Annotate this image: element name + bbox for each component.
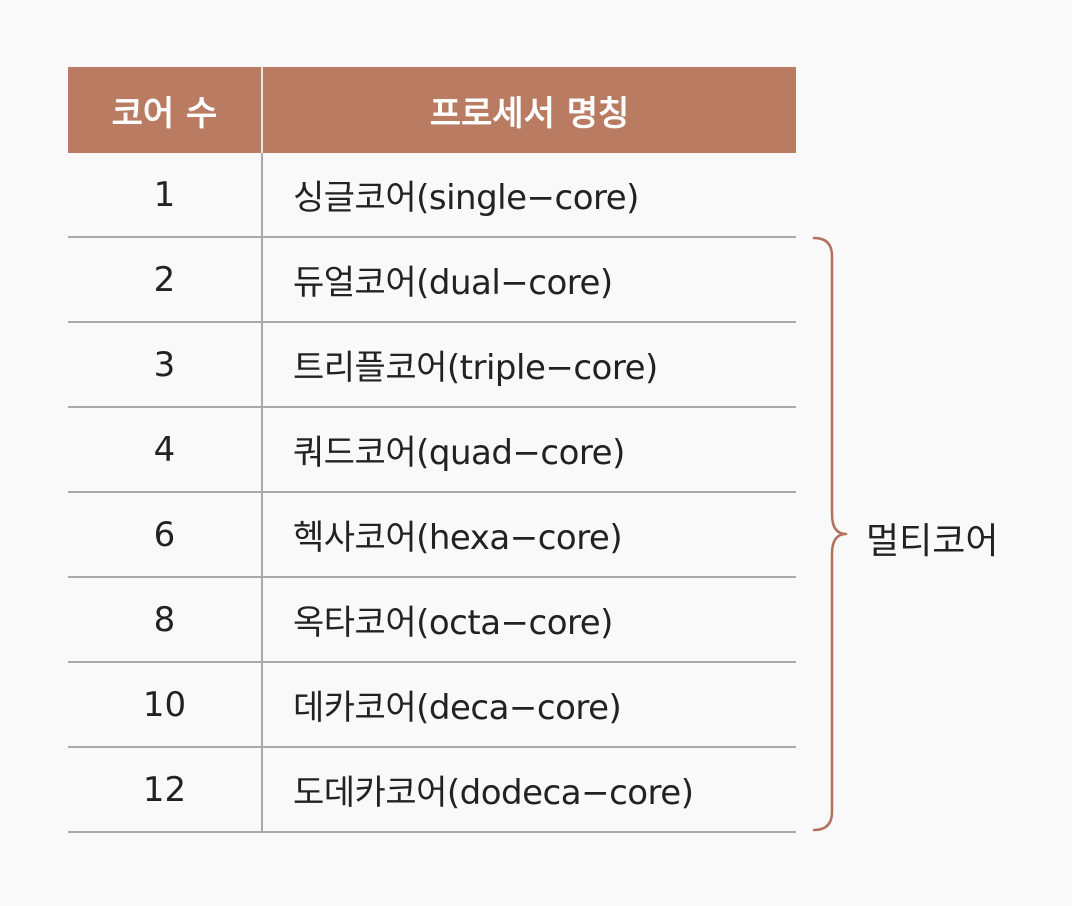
- header-core-count: 코어 수: [68, 67, 263, 153]
- multicore-label: 멀티코어: [866, 521, 999, 562]
- core-count-cell: 4: [68, 408, 263, 491]
- core-count-cell: 8: [68, 578, 263, 661]
- table-row: 1 싱글코어(single−core): [68, 153, 796, 238]
- processor-name-cell: 쿼드코어(quad−core): [293, 433, 625, 473]
- table-row: 2 듀얼코어(dual−core): [68, 238, 796, 323]
- table-header: 코어 수 프로세서 명칭: [68, 67, 796, 153]
- table-row: 8 옥타코어(octa−core): [68, 578, 796, 663]
- processor-name-cell: 듀얼코어(dual−core): [293, 263, 613, 303]
- core-count-cell: 2: [68, 238, 263, 321]
- core-count-cell: 10: [68, 663, 263, 746]
- processor-name-cell: 도데카코어(dodeca−core): [293, 773, 694, 813]
- multicore-brace: [812, 236, 848, 832]
- core-count-cell: 1: [68, 153, 263, 236]
- header-processor-name: 프로세서 명칭: [429, 93, 630, 134]
- table-row: 6 헥사코어(hexa−core): [68, 493, 796, 578]
- processor-name-cell: 헥사코어(hexa−core): [293, 518, 623, 558]
- processor-name-cell: 트리플코어(triple−core): [293, 348, 658, 388]
- table-row: 4 쿼드코어(quad−core): [68, 408, 796, 493]
- core-count-cell: 6: [68, 493, 263, 576]
- table-row: 10 데카코어(deca−core): [68, 663, 796, 748]
- brace-path: [812, 236, 848, 832]
- core-count-cell: 12: [68, 748, 263, 831]
- processor-name-cell: 데카코어(deca−core): [293, 688, 622, 728]
- core-count-cell: 3: [68, 323, 263, 406]
- processor-name-cell: 옥타코어(octa−core): [293, 603, 613, 643]
- processor-core-table: 코어 수 프로세서 명칭 1 싱글코어(single−core) 2 듀얼코어(…: [68, 67, 796, 833]
- table-row: 12 도데카코어(dodeca−core): [68, 748, 796, 833]
- table-row: 3 트리플코어(triple−core): [68, 323, 796, 408]
- processor-name-cell: 싱글코어(single−core): [293, 178, 639, 218]
